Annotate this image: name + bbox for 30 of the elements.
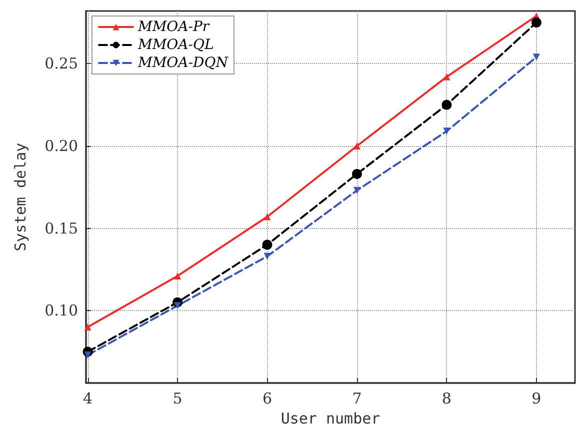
x-tick-label: 7 [352, 390, 362, 408]
x-tick-label: 9 [532, 390, 542, 408]
point [264, 213, 271, 220]
legend-label: MMOA-DQN [137, 55, 229, 71]
x-axis-title: User number [280, 410, 380, 428]
x-tick-label: 4 [83, 390, 93, 408]
point [352, 168, 362, 179]
point [531, 18, 542, 28]
point [174, 272, 182, 280]
y-tick-label: 0.10 [44, 302, 78, 320]
point [353, 142, 360, 150]
y-tick-label: 0.25 [44, 54, 78, 73]
legend-label: MMOA-Pr [137, 19, 210, 35]
x-tick-label: 6 [262, 390, 272, 408]
point [84, 324, 92, 331]
legend-label: MMOA-QL [137, 37, 214, 53]
point [442, 100, 452, 110]
point [532, 54, 540, 61]
point [264, 252, 271, 260]
point [353, 186, 360, 194]
x-tick-label: 8 [442, 390, 452, 408]
x-tick-label: 5 [172, 390, 182, 408]
point [174, 302, 182, 310]
y-tick-label: 0.15 [44, 219, 78, 238]
point [84, 352, 92, 359]
y-tick-label: 0.20 [44, 136, 78, 155]
point [443, 128, 450, 135]
y-axis-title: System delay [12, 142, 30, 252]
point [443, 73, 450, 80]
point [262, 240, 272, 250]
